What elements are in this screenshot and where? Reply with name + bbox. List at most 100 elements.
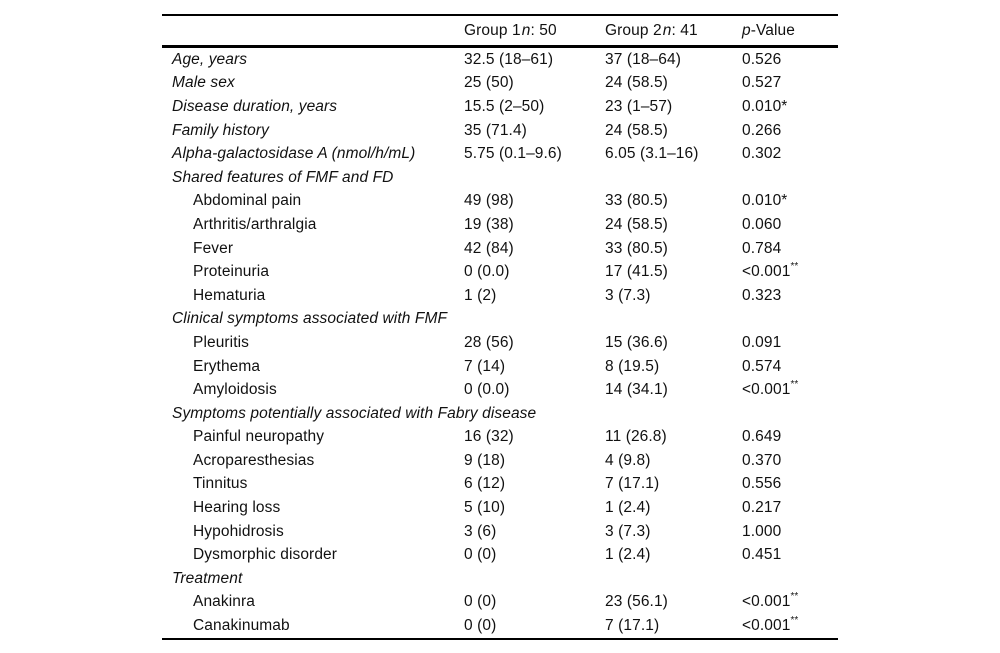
group1-value: 42 (84) xyxy=(464,240,605,258)
p-value: 0.649 xyxy=(742,428,838,446)
row-label-text: Fever xyxy=(193,239,234,257)
header-pvalue-p: p xyxy=(742,21,751,39)
p-value-text: 0.784 xyxy=(742,239,782,257)
row-label: Abdominal pain xyxy=(162,192,464,210)
p-value: <0.001** xyxy=(742,592,838,611)
row-label-text: Symptoms potentially associated with Fab… xyxy=(172,404,537,422)
group2-value: 7 (17.1) xyxy=(605,475,742,493)
group2-value-text: 1 (2.4) xyxy=(605,546,651,564)
group2-value-text: 37 (18–64) xyxy=(605,50,681,68)
row-label-text: Erythema xyxy=(193,357,261,375)
group1-value: 5.75 (0.1–9.6) xyxy=(464,145,605,163)
group2-value-text: 3 (7.3) xyxy=(605,522,651,540)
row-label: Erythema xyxy=(162,358,464,376)
group2-value-text: 17 (41.5) xyxy=(605,263,668,281)
row-label: Acroparesthesias xyxy=(162,452,464,470)
section-header-row: Shared features of FMF and FD xyxy=(162,166,838,190)
group2-value-text: 7 (17.1) xyxy=(605,617,660,635)
table-row: Hematuria 1 (2) 3 (7.3) 0.323 xyxy=(162,284,838,308)
group1-value-text: 0 (0.0) xyxy=(464,263,510,281)
significance-marker: ** xyxy=(790,260,799,272)
row-label: Alpha-galactosidase A (nmol/h/mL) xyxy=(162,145,464,163)
group2-value-text: 1 (2.4) xyxy=(605,499,651,517)
p-value-text: 0.574 xyxy=(742,357,782,375)
group2-value: 17 (41.5) xyxy=(605,263,742,281)
row-label-text: Amyloidosis xyxy=(193,381,277,399)
row-label: Hearing loss xyxy=(162,499,464,517)
row-label-text: Dysmorphic disorder xyxy=(193,546,338,564)
group1-value-text: 5 (10) xyxy=(464,499,506,517)
p-value-text: 0.010* xyxy=(742,192,788,210)
row-label: Symptoms potentially associated with Fab… xyxy=(162,405,536,423)
group2-value-text: 8 (19.5) xyxy=(605,357,660,375)
group2-value: 24 (58.5) xyxy=(605,122,742,140)
group1-value-text: 7 (14) xyxy=(464,357,506,375)
table-row: Dysmorphic disorder 0 (0) 1 (2.4) 0.451 xyxy=(162,543,838,567)
row-label: Tinnitus xyxy=(162,475,464,493)
p-value-text: 0.302 xyxy=(742,145,782,163)
table-top-rule xyxy=(162,14,838,16)
group1-value: 0 (0.0) xyxy=(464,381,605,399)
table-header-row: Group 1n: 50 Group 2n: 41 p-Value xyxy=(162,16,838,45)
row-label: Clinical symptoms associated with FMF xyxy=(162,310,464,328)
header-group2-count: : 41 xyxy=(671,21,698,39)
header-pvalue: p-Value xyxy=(742,22,838,40)
p-value: 0.323 xyxy=(742,287,838,305)
group2-value-text: 7 (17.1) xyxy=(605,475,660,493)
group1-value-text: 0 (0.0) xyxy=(464,381,510,399)
group1-value: 9 (18) xyxy=(464,452,605,470)
p-value-text: 0.649 xyxy=(742,428,782,446)
p-value: 0.060 xyxy=(742,216,838,234)
table-body: Age, years 32.5 (18–61) 37 (18–64) 0.526 Mal… xyxy=(162,48,838,638)
group1-value-text: 19 (38) xyxy=(464,215,514,233)
table-row: Arthritis/arthralgia 19 (38) 24 (58.5) 0.06… xyxy=(162,213,838,237)
group1-value-text: 49 (98) xyxy=(464,192,514,210)
group2-value-text: 23 (1–57) xyxy=(605,97,673,115)
group1-value-text: 42 (84) xyxy=(464,239,514,257)
group2-value: 33 (80.5) xyxy=(605,192,742,210)
table-row: Disease duration, years 15.5 (2–50) 23 (1–… xyxy=(162,95,838,119)
p-value: 0.091 xyxy=(742,334,838,352)
group2-value: 3 (7.3) xyxy=(605,287,742,305)
row-label: Age, years xyxy=(162,51,464,69)
p-value: 0.451 xyxy=(742,546,838,564)
table-row: Proteinuria 0 (0.0) 17 (41.5) <0.001** xyxy=(162,260,838,284)
group2-value: 3 (7.3) xyxy=(605,523,742,541)
row-label-text: Family history xyxy=(172,121,269,139)
group1-value-text: 35 (71.4) xyxy=(464,121,527,139)
p-value: 0.010* xyxy=(742,98,838,116)
significance-marker: ** xyxy=(790,614,799,626)
row-label: Treatment xyxy=(162,570,464,588)
section-header-row: Symptoms potentially associated with Fab… xyxy=(162,402,838,426)
group1-value-text: 6 (12) xyxy=(464,475,506,493)
row-label-text: Treatment xyxy=(172,569,243,587)
group1-value-text: 28 (56) xyxy=(464,333,514,351)
group2-value: 4 (9.8) xyxy=(605,452,742,470)
group2-value: 7 (17.1) xyxy=(605,617,742,635)
header-group1-n: n xyxy=(521,21,531,39)
group1-value: 0 (0.0) xyxy=(464,263,605,281)
section-header-row: Clinical symptoms associated with FMF xyxy=(162,308,838,332)
p-value: 0.526 xyxy=(742,51,838,69)
group2-value-text: 24 (58.5) xyxy=(605,215,668,233)
group2-value-text: 24 (58.5) xyxy=(605,74,668,92)
clinical-comparison-table: Group 1n: 50 Group 2n: 41 p-Value Age, y… xyxy=(162,14,838,641)
significance-marker: ** xyxy=(790,378,799,390)
p-value: <0.001** xyxy=(742,614,838,635)
p-value: 0.527 xyxy=(742,74,838,92)
group1-value: 5 (10) xyxy=(464,499,605,517)
row-label: Family history xyxy=(162,122,464,140)
row-label-text: Canakinumab xyxy=(193,617,290,635)
row-label: Hypohidrosis xyxy=(162,523,464,541)
row-label-text: Arthritis/arthralgia xyxy=(193,215,317,233)
group2-value-text: 33 (80.5) xyxy=(605,239,668,257)
group1-value: 6 (12) xyxy=(464,475,605,493)
group2-value-text: 4 (9.8) xyxy=(605,451,651,469)
row-label-text: Proteinuria xyxy=(193,263,270,281)
group2-value: 23 (1–57) xyxy=(605,98,742,116)
group2-value-text: 15 (36.6) xyxy=(605,333,668,351)
group1-value-text: 25 (50) xyxy=(464,74,514,92)
row-label-text: Hematuria xyxy=(193,286,266,304)
group1-value: 7 (14) xyxy=(464,358,605,376)
group2-value-text: 23 (56.1) xyxy=(605,593,668,611)
